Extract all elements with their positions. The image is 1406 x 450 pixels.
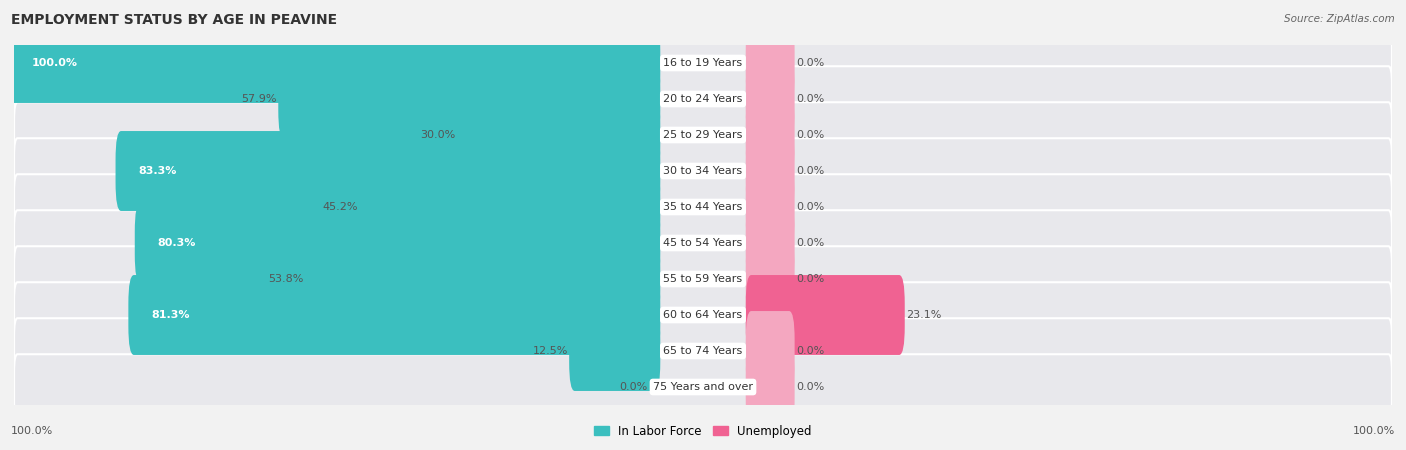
FancyBboxPatch shape [14,30,1392,96]
Text: 100.0%: 100.0% [31,58,77,68]
FancyBboxPatch shape [745,347,794,427]
Text: 0.0%: 0.0% [796,94,824,104]
Text: 65 to 74 Years: 65 to 74 Years [664,346,742,356]
Text: 100.0%: 100.0% [11,427,53,436]
Text: 55 to 59 Years: 55 to 59 Years [664,274,742,284]
Text: 0.0%: 0.0% [796,130,824,140]
FancyBboxPatch shape [745,23,794,103]
Text: 20 to 24 Years: 20 to 24 Years [664,94,742,104]
Text: 35 to 44 Years: 35 to 44 Years [664,202,742,212]
Text: 100.0%: 100.0% [1353,427,1395,436]
FancyBboxPatch shape [305,239,661,319]
Text: 81.3%: 81.3% [150,310,190,320]
Text: 23.1%: 23.1% [905,310,942,320]
FancyBboxPatch shape [115,131,661,211]
FancyBboxPatch shape [745,95,794,175]
Text: 45.2%: 45.2% [323,202,359,212]
FancyBboxPatch shape [135,203,661,283]
FancyBboxPatch shape [457,95,661,175]
FancyBboxPatch shape [8,23,661,103]
FancyBboxPatch shape [14,210,1392,276]
FancyBboxPatch shape [569,311,661,391]
Text: 0.0%: 0.0% [796,202,824,212]
FancyBboxPatch shape [128,275,661,355]
FancyBboxPatch shape [14,102,1392,168]
Text: 30 to 34 Years: 30 to 34 Years [664,166,742,176]
FancyBboxPatch shape [278,59,661,139]
FancyBboxPatch shape [745,59,794,139]
Text: 0.0%: 0.0% [796,58,824,68]
Legend: In Labor Force, Unemployed: In Labor Force, Unemployed [589,420,817,442]
Text: 0.0%: 0.0% [796,238,824,248]
Text: 12.5%: 12.5% [533,346,568,356]
Text: 60 to 64 Years: 60 to 64 Years [664,310,742,320]
Text: 0.0%: 0.0% [796,166,824,176]
Text: Source: ZipAtlas.com: Source: ZipAtlas.com [1284,14,1395,23]
FancyBboxPatch shape [14,282,1392,348]
Text: 45 to 54 Years: 45 to 54 Years [664,238,742,248]
Text: 75 Years and over: 75 Years and over [652,382,754,392]
FancyBboxPatch shape [14,174,1392,240]
Text: 0.0%: 0.0% [620,382,648,392]
FancyBboxPatch shape [745,275,904,355]
Text: EMPLOYMENT STATUS BY AGE IN PEAVINE: EMPLOYMENT STATUS BY AGE IN PEAVINE [11,14,337,27]
Text: 80.3%: 80.3% [157,238,195,248]
FancyBboxPatch shape [14,354,1392,420]
Text: 57.9%: 57.9% [242,94,277,104]
Text: 0.0%: 0.0% [796,346,824,356]
FancyBboxPatch shape [745,131,794,211]
Text: 53.8%: 53.8% [267,274,304,284]
FancyBboxPatch shape [14,138,1392,204]
Text: 0.0%: 0.0% [796,274,824,284]
FancyBboxPatch shape [745,167,794,247]
FancyBboxPatch shape [14,246,1392,312]
Text: 0.0%: 0.0% [796,382,824,392]
Text: 16 to 19 Years: 16 to 19 Years [664,58,742,68]
Text: 83.3%: 83.3% [138,166,177,176]
Text: 25 to 29 Years: 25 to 29 Years [664,130,742,140]
FancyBboxPatch shape [745,203,794,283]
Text: 30.0%: 30.0% [420,130,456,140]
FancyBboxPatch shape [745,311,794,391]
FancyBboxPatch shape [360,167,661,247]
FancyBboxPatch shape [14,66,1392,132]
FancyBboxPatch shape [745,239,794,319]
FancyBboxPatch shape [14,318,1392,384]
